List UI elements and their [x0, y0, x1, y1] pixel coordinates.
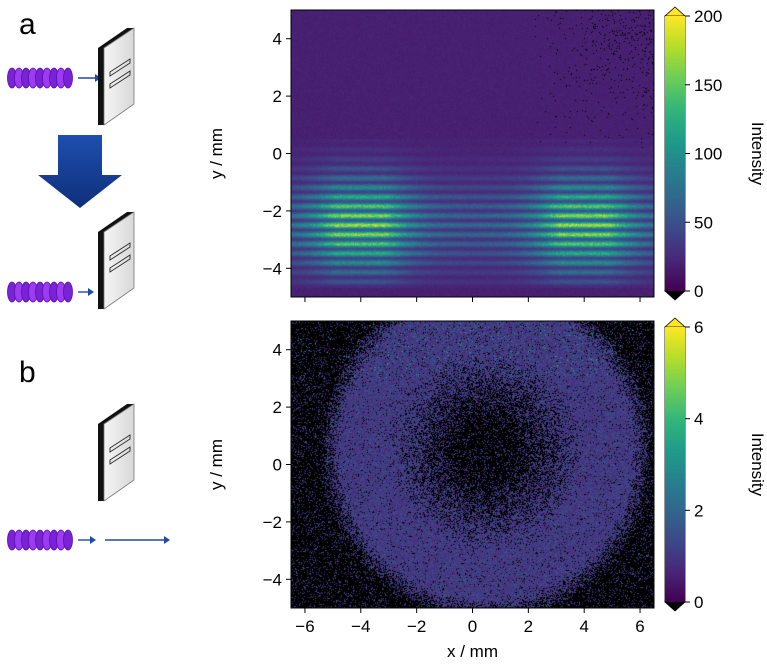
y-tick-label: 0: [273, 456, 282, 475]
colorbar-label: Intensity: [748, 122, 767, 186]
atom-coil-segment: [63, 529, 73, 551]
x-axis-label: x / mm: [447, 642, 498, 661]
atom-beam-top: [7, 67, 73, 89]
x-tick-label: 0: [468, 617, 477, 636]
colorbar-b-gradient: [665, 327, 685, 602]
down-arrow-icon: [38, 135, 122, 208]
atom-beam-bottom: [7, 529, 73, 551]
colorbar-tick-label: 200: [694, 7, 722, 26]
panel-b-label: b: [19, 356, 36, 389]
atom-beam-middle: [7, 281, 73, 303]
x-tick-label: 6: [635, 617, 644, 636]
x-tick-label: 4: [579, 617, 588, 636]
colorbar-label: Intensity: [748, 433, 767, 497]
y-tick-label: 2: [273, 87, 282, 106]
colorbar-tick-label: 50: [694, 213, 713, 232]
y-tick-label: −4: [263, 259, 282, 278]
x-tick-label: 2: [524, 617, 533, 636]
colorbar-extend-min: [663, 290, 687, 301]
beam-arrowhead-bottom-short: [90, 536, 96, 544]
atom-coil-segment: [63, 281, 73, 303]
colorbar-tick-label: 0: [694, 593, 703, 612]
y-tick-label: 4: [273, 341, 282, 360]
beam-arrowhead-middle: [88, 288, 94, 296]
panel-a-label: a: [19, 8, 36, 41]
x-tick-label: −2: [407, 617, 426, 636]
colorbar-tick-label: 4: [694, 410, 703, 429]
grating-plate-middle: [98, 211, 135, 310]
colorbar-extend-max: [663, 6, 687, 17]
grating-plate-top: [98, 27, 135, 126]
x-tick-label: −4: [351, 617, 370, 636]
heatmap-b-image: [291, 321, 654, 608]
colorbar-extend-min: [663, 601, 687, 612]
colorbar-tick-label: 0: [694, 282, 703, 301]
grating-plate-bottom: [98, 403, 135, 502]
schematic: [7, 27, 170, 551]
y-tick-label: −2: [263, 513, 282, 532]
y-tick-label: 2: [273, 398, 282, 417]
colorbar-a-gradient: [665, 16, 685, 291]
colorbar-tick-label: 100: [694, 145, 722, 164]
heatmap-a-image: [291, 10, 654, 297]
y-tick-label: 0: [273, 145, 282, 164]
y-tick-label: −2: [263, 202, 282, 221]
y-tick-label: −4: [263, 570, 282, 589]
colorbar-extend-max: [663, 317, 687, 328]
colorbar-tick-label: 6: [694, 318, 703, 337]
beam-arrowhead-bottom-long: [164, 536, 170, 544]
x-tick-label: −6: [295, 617, 314, 636]
colorbar-tick-label: 150: [694, 76, 722, 95]
colorbar-tick-label: 2: [694, 501, 703, 520]
atom-coil-segment: [63, 67, 73, 89]
y-tick-label: 4: [273, 30, 282, 49]
